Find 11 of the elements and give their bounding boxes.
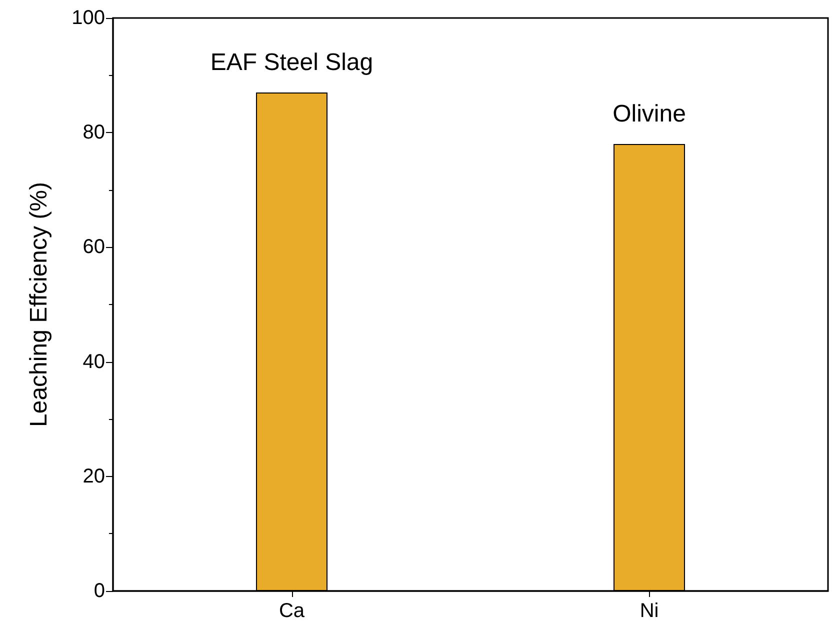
y-tick-label: 20 (82, 465, 105, 488)
annotation: Olivine (612, 100, 686, 128)
y-axis-title: Leaching Effciency (%) (26, 182, 52, 428)
y-tick-label: 0 (94, 580, 105, 602)
x-tick-label: Ca (278, 600, 306, 622)
annotation: EAF Steel Slag (210, 48, 374, 76)
y-tick-label: 100 (72, 7, 105, 29)
x-tick-label: Ni (640, 600, 659, 622)
y-tick-label: 40 (82, 350, 105, 373)
y-tick-label: 60 (82, 236, 105, 258)
y-tick-label: 80 (82, 122, 105, 144)
